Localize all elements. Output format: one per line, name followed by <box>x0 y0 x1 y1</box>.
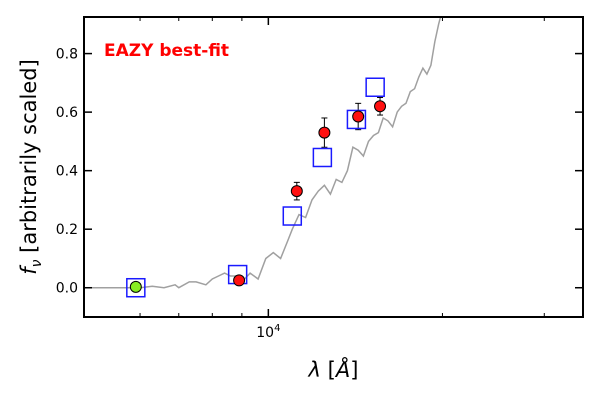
observed-photometry-point <box>233 274 246 287</box>
observed-photometry-point <box>374 100 387 113</box>
y-tick-label: 0.0 <box>56 281 78 297</box>
y-tick-label: 0.4 <box>56 164 78 180</box>
model-photometry-point <box>282 206 303 226</box>
observed-photometry-point <box>290 185 303 198</box>
model-photometry-point <box>126 277 146 298</box>
model-photometry-layer <box>126 77 385 298</box>
tick-layer: 0.0 0.2 0.4 0.6 0.8 104 <box>56 17 583 341</box>
spectrum-layer <box>84 17 442 289</box>
y-tick-label: 0.8 <box>56 47 78 63</box>
y-axis-label: fν [arbitrarily scaled] <box>17 59 45 275</box>
model-photometry-point <box>312 147 333 168</box>
observed-photometry-point <box>352 110 365 123</box>
y-tick-label: 0.2 <box>56 222 78 238</box>
errorbar-layer <box>293 96 384 201</box>
model-photometry-point <box>365 77 385 97</box>
observed-photometry-layer <box>129 100 387 293</box>
plot-frame <box>83 16 584 318</box>
annotation-label: EAZY best-fit <box>104 41 229 61</box>
observed-photometry-point <box>318 126 331 139</box>
x-tick-label: 104 <box>256 323 280 341</box>
model-spectrum-line <box>84 17 442 289</box>
observed-photometry-point <box>129 280 142 293</box>
y-tick-label: 0.6 <box>56 105 78 121</box>
x-axis-label: λ [Å] <box>308 356 359 382</box>
model-photometry-point <box>346 109 367 130</box>
